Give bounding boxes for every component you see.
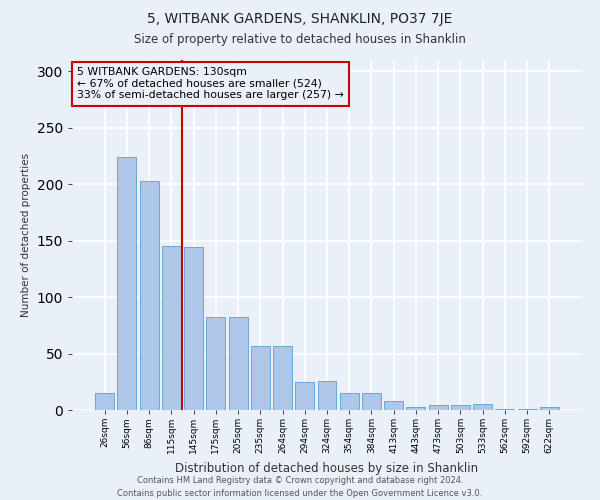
Bar bbox=[184, 248, 203, 410]
Bar bbox=[118, 157, 136, 410]
Bar bbox=[406, 406, 425, 410]
Text: Contains HM Land Registry data © Crown copyright and database right 2024.
Contai: Contains HM Land Registry data © Crown c… bbox=[118, 476, 482, 498]
Bar bbox=[496, 409, 514, 410]
Bar bbox=[140, 181, 158, 410]
Bar bbox=[540, 406, 559, 410]
Bar bbox=[229, 318, 248, 410]
Bar bbox=[340, 393, 359, 410]
X-axis label: Distribution of detached houses by size in Shanklin: Distribution of detached houses by size … bbox=[175, 462, 479, 474]
Text: 5, WITBANK GARDENS, SHANKLIN, PO37 7JE: 5, WITBANK GARDENS, SHANKLIN, PO37 7JE bbox=[148, 12, 452, 26]
Bar bbox=[518, 409, 536, 410]
Bar bbox=[317, 380, 337, 410]
Bar bbox=[451, 406, 470, 410]
Bar bbox=[362, 393, 381, 410]
Bar bbox=[206, 318, 225, 410]
Bar bbox=[95, 393, 114, 410]
Text: Size of property relative to detached houses in Shanklin: Size of property relative to detached ho… bbox=[134, 32, 466, 46]
Bar bbox=[295, 382, 314, 410]
Bar bbox=[473, 404, 492, 410]
Bar bbox=[251, 346, 270, 410]
Bar bbox=[162, 246, 181, 410]
Text: 5 WITBANK GARDENS: 130sqm
← 67% of detached houses are smaller (524)
33% of semi: 5 WITBANK GARDENS: 130sqm ← 67% of detac… bbox=[77, 67, 344, 100]
Y-axis label: Number of detached properties: Number of detached properties bbox=[21, 153, 31, 317]
Bar bbox=[429, 406, 448, 410]
Bar bbox=[384, 401, 403, 410]
Bar bbox=[273, 346, 292, 410]
